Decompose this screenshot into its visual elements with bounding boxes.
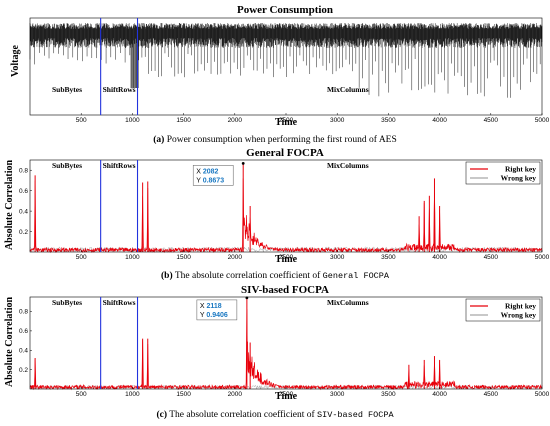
panel-b-axes-frame — [29, 159, 543, 253]
panel-b-ylabel: Absolute Correlation — [4, 160, 15, 251]
panel-c-caption-text: The absolute correlation coefficient of — [169, 409, 315, 420]
panel-a-segment-label: ShiftRows — [103, 85, 136, 94]
panel-a-ylabel: Voltage — [10, 45, 21, 77]
panel-c-plot: 500 1000 1500 2000 2500 3000 3500 4000 4500 5000 0… — [19, 296, 550, 398]
panel-a-caption: (a) Power consumption when performing th… — [153, 134, 397, 145]
panel-c-ytick-label: 0.6 — [19, 328, 28, 335]
panel-a-xtick-label: 1000 — [125, 117, 140, 124]
panel-b-caption-code: General FOCPA — [323, 271, 390, 281]
panel-b-legend-wrong-key: Wrong key — [501, 174, 537, 183]
panel-c-datatip-y: Y 0.9406 — [200, 312, 228, 319]
panel-b-segment-label: MixColumns — [327, 161, 369, 170]
panel-b: General FOCPA 500 1000 1500 2000 2500 3000 350… — [4, 147, 550, 281]
panel-b-segment-label: ShiftRows — [103, 161, 136, 170]
panel-a-caption-label: (a) — [153, 134, 164, 145]
panel-c-xtick-label: 4000 — [432, 391, 447, 398]
panel-a-plot: 500 1000 1500 2000 2500 3000 3500 4000 4500 5000 S… — [29, 17, 550, 124]
panel-c-xtick-label: 3000 — [330, 391, 345, 398]
panel-a-xtick-label: 2000 — [228, 117, 243, 124]
panel-b-xtick-label: 5000 — [535, 254, 550, 261]
panel-b-xtick-label: 3500 — [381, 254, 396, 261]
panel-a-xtick-label: 5000 — [535, 117, 550, 124]
panel-c-right-key-series — [29, 309, 543, 391]
panel-c-ytick-label: 0.4 — [19, 347, 28, 354]
panel-c-xtick-label: 4500 — [484, 391, 499, 398]
panel-c-axes-frame — [29, 296, 543, 390]
panel-b-datatip-box — [192, 165, 234, 186]
panel-b-xtick-label: 1000 — [125, 254, 140, 261]
panel-b-datatip-x: X 2082 — [196, 168, 218, 175]
panel-c-segment-label: SubBytes — [52, 298, 82, 307]
panel-b-ytick-label: 0.2 — [19, 229, 28, 236]
panel-a: Power Consumption 500 1000 1500 2000 2500 300… — [10, 4, 550, 145]
panel-b-ytick-label: 0.8 — [19, 167, 28, 174]
panel-b-xtick-label: 4500 — [484, 254, 499, 261]
panel-c-ylabel: Absolute Correlation — [4, 297, 15, 388]
panel-c-datatip-x: X 2118 — [200, 303, 222, 310]
panel-a-xtick-label: 3000 — [330, 117, 345, 124]
panel-b-ytick-label: 0.6 — [19, 188, 28, 195]
panel-c-title: SIV-based FOCPA — [241, 284, 329, 296]
panel-a-segment-label: MixColumns — [327, 85, 369, 94]
panel-c-xtick-label: 1000 — [125, 391, 140, 398]
panel-c-caption-label: (c) — [156, 409, 167, 420]
panel-c-segment-label: MixColumns — [327, 298, 369, 307]
panel-b-legend-right-key: Right key — [505, 165, 536, 174]
panel-a-xtick-label: 1500 — [176, 117, 191, 124]
panel-b-datatip-y: Y 0.8673 — [196, 177, 224, 184]
panel-c-xtick-label: 500 — [76, 391, 87, 398]
panel-b-caption-label: (b) — [161, 270, 173, 281]
panel-c-caption-code: SIV-based FOCPA — [317, 410, 394, 420]
panel-a-title: Power Consumption — [237, 4, 333, 16]
panel-a-xlabel: Time — [275, 117, 298, 128]
panel-c: SIV-based FOCPA 500 1000 1500 2000 2500 3000 3… — [4, 284, 550, 420]
panel-b-xtick-label: 4000 — [432, 254, 447, 261]
panel-c-segment-label: ShiftRows — [103, 298, 136, 307]
panel-b-title: General FOCPA — [246, 147, 324, 159]
panel-c-xtick-label: 1500 — [176, 391, 191, 398]
panel-c-datatip-box — [196, 299, 238, 321]
panel-a-xtick-label: 4000 — [432, 117, 447, 124]
panel-a-xtick-label: 500 — [76, 117, 87, 124]
panel-c-xtick-label: 2500 — [279, 391, 294, 398]
panel-c-datatip-marker — [245, 296, 249, 300]
panel-c-ytick-label: 0.8 — [19, 309, 28, 316]
panel-c-caption: (c) The absolute correlation coefficient… — [156, 409, 394, 420]
panel-a-caption-text: Power consumption when performing the fi… — [167, 134, 397, 145]
panel-b-datatip-marker — [241, 161, 245, 165]
panel-c-xlabel: Time — [275, 391, 298, 402]
panel-c-ytick-label: 0.2 — [19, 367, 28, 374]
panel-c-legend-right-key: Right key — [505, 302, 536, 311]
panel-a-xtick-label: 4500 — [484, 117, 499, 124]
panel-b-xtick-label: 2500 — [279, 254, 294, 261]
panel-b-xtick-label: 1500 — [176, 254, 191, 261]
panel-b-xtick-label: 2000 — [228, 254, 243, 261]
panel-a-xtick-label: 3500 — [381, 117, 396, 124]
panel-b-segment-label: SubBytes — [52, 161, 82, 170]
panel-b-caption: (b) The absolute correlation coefficient… — [161, 270, 390, 281]
panel-a-xtick-label: 2500 — [279, 117, 294, 124]
panel-b-xtick-label: 500 — [76, 254, 87, 261]
panel-b-right-key-series — [29, 178, 542, 254]
panel-b-plot: 500 1000 1500 2000 2500 3000 3500 4000 4500 5000 0… — [19, 159, 550, 261]
panel-c-xtick-label: 3500 — [381, 391, 396, 398]
panel-b-xtick-label: 3000 — [330, 254, 345, 261]
panel-b-caption-text: The absolute correlation coefficient of — [175, 270, 321, 281]
panel-c-legend-wrong-key: Wrong key — [501, 311, 537, 320]
panel-b-xlabel: Time — [275, 254, 298, 265]
panel-b-ytick-label: 0.4 — [19, 208, 28, 215]
panel-a-segment-label: SubBytes — [52, 85, 82, 94]
panel-c-xtick-label: 2000 — [228, 391, 243, 398]
panel-c-xtick-label: 5000 — [535, 391, 550, 398]
